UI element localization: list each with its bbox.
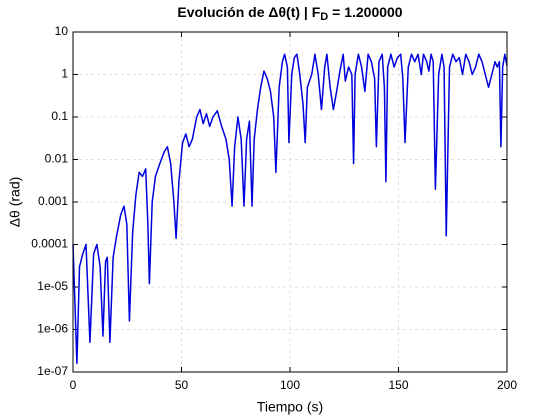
x-tick-label: 0: [70, 378, 77, 392]
data-line: [72, 53, 508, 365]
title-main: Evolución de Δθ(t) | F: [177, 4, 320, 20]
y-tick-label: 0.01: [45, 152, 69, 166]
x-tick-label: 50: [175, 378, 189, 392]
y-tick-label: 1e-07: [37, 364, 68, 378]
title-subscript: D: [320, 11, 328, 23]
title-suffix: = 1.200000: [328, 4, 403, 20]
chart-title: Evolución de Δθ(t) | FD = 1.200000: [177, 4, 402, 23]
y-tick-label: 0.1: [51, 109, 68, 123]
y-tick-label: 0.0001: [31, 237, 68, 251]
y-tick-label: 1e-06: [37, 322, 68, 336]
x-tick-label: 100: [280, 378, 300, 392]
plot-frame: [72, 31, 508, 373]
y-axis-label: Δθ (rad): [7, 177, 23, 228]
y-tick-label: 1: [61, 67, 68, 81]
y-tick-label: 10: [55, 24, 69, 38]
x-tick-label: 200: [497, 378, 517, 392]
y-tick-label: 0.001: [38, 194, 68, 208]
x-axis-label: Tiempo (s): [257, 399, 323, 415]
x-tick-label: 150: [388, 378, 408, 392]
y-tick-label: 1e-05: [37, 279, 68, 293]
